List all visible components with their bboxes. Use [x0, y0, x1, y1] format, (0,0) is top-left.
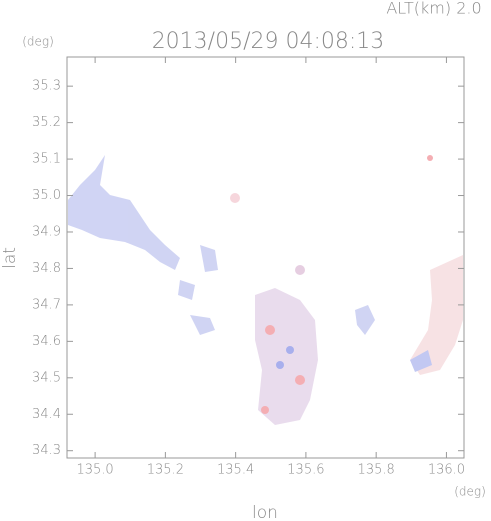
- y-tick-label: 34.6: [32, 334, 61, 349]
- echo-cell: [276, 361, 284, 369]
- echo-region: [355, 305, 375, 335]
- chart-title: 2013/05/29 04:08:13: [152, 29, 385, 54]
- echo-region: [200, 245, 218, 272]
- echo-cell: [265, 325, 275, 335]
- y-unit: (deg): [22, 35, 54, 49]
- x-tick-label: 135.8: [358, 463, 395, 478]
- echo-region: [190, 315, 215, 335]
- y-tick-label: 35.3: [32, 79, 61, 94]
- echo-cell: [295, 265, 305, 275]
- y-tick-label: 34.4: [32, 407, 61, 422]
- echo-cell: [261, 406, 269, 414]
- y-tick-label: 34.7: [32, 297, 61, 312]
- x-tick-label: 135.0: [76, 463, 113, 478]
- x-axis-label: lon: [252, 503, 278, 521]
- y-tick-label: 34.8: [32, 261, 61, 276]
- echo-field: [68, 155, 463, 425]
- echo-region: [410, 350, 432, 372]
- x-tick-label: 135.4: [217, 463, 254, 478]
- echo-cell: [230, 193, 240, 203]
- echo-region: [410, 255, 463, 375]
- y-tick-label: 34.3: [32, 443, 61, 458]
- echo-region: [255, 288, 318, 425]
- echo-region: [68, 155, 180, 270]
- x-tick-label: 135.6: [287, 463, 324, 478]
- echo-cell: [286, 346, 294, 354]
- y-tick-label: 34.9: [32, 224, 61, 239]
- y-tick-label: 34.5: [32, 370, 61, 385]
- y-tick-label: 35.0: [32, 188, 61, 203]
- altitude-label: ALT(km) 2.0: [386, 0, 481, 18]
- echo-cell: [427, 155, 433, 161]
- y-tick-label: 35.2: [32, 115, 61, 130]
- plot-frame: [66, 56, 465, 459]
- y-tick-label: 35.1: [32, 152, 61, 167]
- echo-cell: [295, 375, 305, 385]
- x-tick-label: 136.0: [428, 463, 465, 478]
- y-axis-label: lat: [0, 247, 20, 269]
- x-tick-label: 135.2: [147, 463, 184, 478]
- echo-region: [178, 280, 195, 300]
- x-unit: (deg): [454, 485, 486, 499]
